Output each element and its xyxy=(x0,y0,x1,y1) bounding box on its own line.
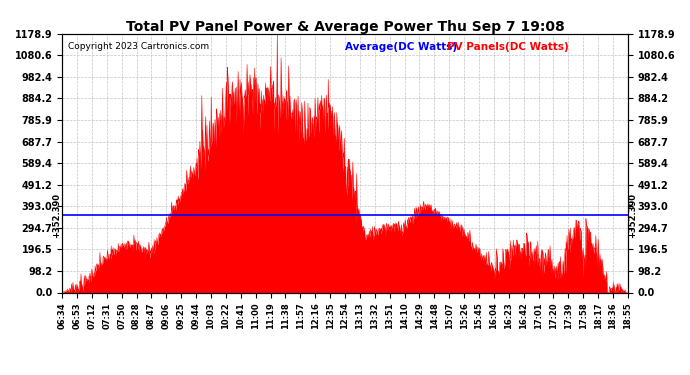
Title: Total PV Panel Power & Average Power Thu Sep 7 19:08: Total PV Panel Power & Average Power Thu… xyxy=(126,20,564,34)
Text: +352.390: +352.390 xyxy=(52,193,61,238)
Text: Copyright 2023 Cartronics.com: Copyright 2023 Cartronics.com xyxy=(68,42,209,51)
Text: Average(DC Watts): Average(DC Watts) xyxy=(345,42,457,51)
Text: +352.390: +352.390 xyxy=(629,193,638,238)
Text: PV Panels(DC Watts): PV Panels(DC Watts) xyxy=(447,42,569,51)
